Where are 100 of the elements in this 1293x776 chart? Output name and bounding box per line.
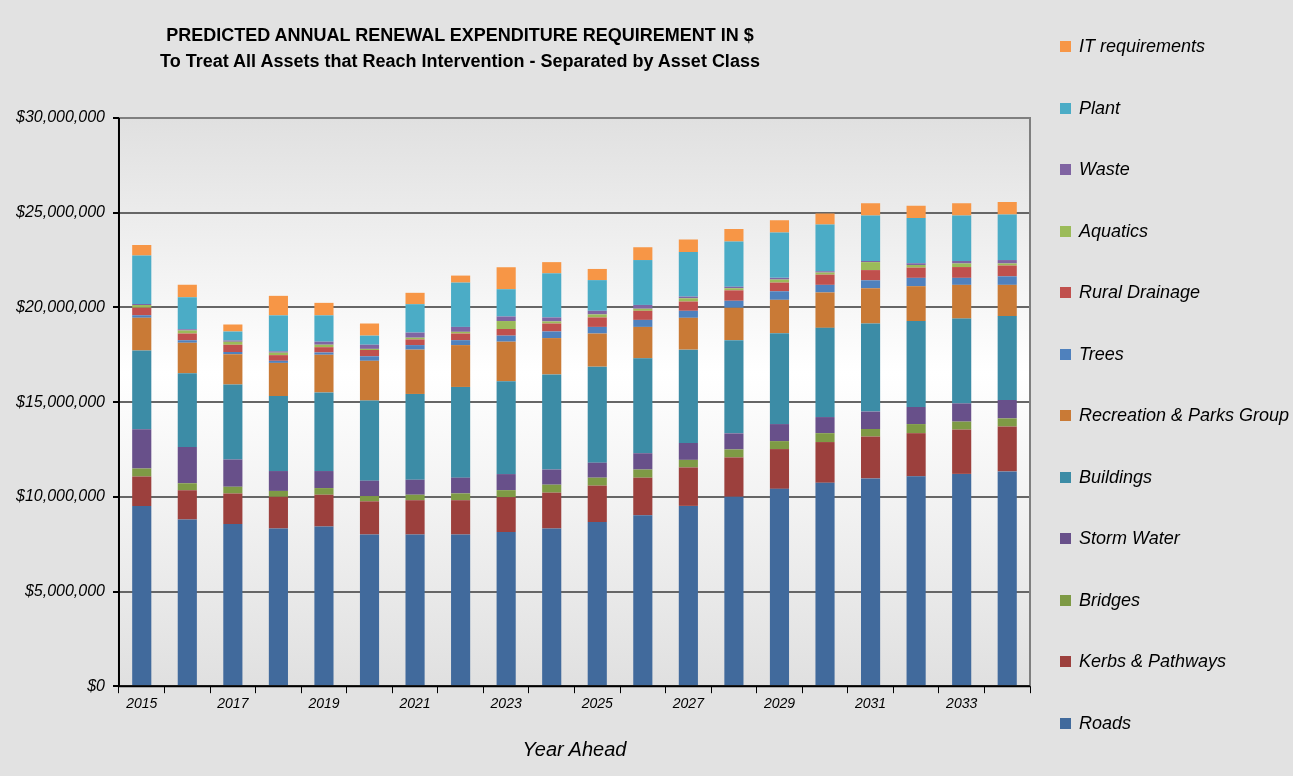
bar [451, 326, 471, 332]
bar [268, 496, 288, 529]
bar [542, 469, 562, 485]
x-tick-label: 2031 [853, 695, 887, 712]
bar [906, 407, 926, 425]
bar [177, 490, 197, 520]
bar [678, 301, 698, 311]
bar [587, 462, 607, 478]
x-tick-label: 2021 [398, 695, 431, 712]
bar [496, 321, 516, 329]
bar [405, 500, 425, 535]
bar [633, 308, 653, 311]
x-tick-label: 2027 [671, 695, 706, 712]
legend-label: Rural Drainage [1079, 282, 1201, 304]
bar [451, 333, 471, 341]
bar [405, 345, 425, 350]
bar [177, 483, 197, 491]
bar [769, 220, 790, 233]
bar [542, 528, 562, 686]
y-tick-label: $15,000,000 [14, 392, 106, 410]
bar [678, 443, 698, 460]
bar [451, 340, 471, 346]
bar [268, 471, 288, 491]
bar [359, 323, 380, 336]
bar [177, 297, 197, 330]
bar [132, 315, 152, 318]
bar [405, 494, 425, 501]
bar [724, 228, 744, 242]
bar [359, 534, 380, 686]
legend-label: Bridges [1079, 589, 1141, 611]
bar [815, 274, 835, 285]
bar [997, 276, 1017, 285]
bar [496, 341, 516, 382]
bar [542, 321, 562, 324]
x-tick-label: 2025 [580, 695, 614, 712]
bar [542, 484, 562, 493]
bar [678, 317, 698, 350]
bar [678, 239, 698, 252]
bar [177, 342, 197, 374]
bar [769, 299, 790, 334]
bar [952, 215, 972, 261]
bar [769, 424, 790, 442]
bar [451, 500, 471, 535]
bar [314, 352, 334, 355]
y-tick-label: $20,000,000 [14, 297, 106, 315]
bar [997, 400, 1017, 419]
bar [542, 338, 562, 375]
bar [359, 501, 380, 535]
bar [633, 319, 653, 327]
bar [815, 292, 835, 328]
bar [906, 476, 926, 686]
bar [815, 417, 835, 434]
bar [769, 441, 790, 450]
bar [314, 302, 334, 316]
y-tick-label: $0 [86, 676, 106, 694]
x-tick-label: 2019 [307, 695, 340, 712]
bar [268, 490, 288, 497]
bar [952, 421, 972, 430]
bar [724, 290, 744, 301]
bar [906, 205, 926, 218]
bar [359, 344, 380, 349]
bar [587, 317, 607, 327]
x-axis-title: Year Ahead [522, 737, 628, 760]
legend-label: Plant [1079, 97, 1121, 119]
bar [587, 333, 607, 367]
bar [815, 327, 835, 418]
y-tick-label: $5,000,000 [23, 581, 106, 599]
bar [997, 214, 1017, 261]
bar [724, 449, 744, 458]
bar [268, 362, 288, 397]
bar [405, 292, 425, 305]
bar [177, 373, 197, 447]
bar [223, 331, 243, 341]
bar [815, 442, 835, 483]
bar [587, 326, 607, 334]
bar [451, 282, 471, 327]
bar [861, 203, 881, 216]
bar [997, 426, 1017, 472]
bar [223, 493, 243, 525]
bar [451, 534, 471, 686]
bar [268, 396, 288, 472]
bar [359, 480, 380, 497]
bar [132, 468, 152, 477]
bar [268, 295, 288, 316]
bar [997, 471, 1017, 686]
bar [861, 215, 881, 261]
bar [314, 347, 334, 353]
chart-title: PREDICTED ANNUAL RENEWAL EXPENDITURE REQUIREMENT IN $ [165, 24, 755, 47]
bar [451, 386, 471, 478]
legend-label: Roads [1079, 712, 1132, 734]
bar [132, 505, 152, 686]
bar [359, 335, 380, 345]
x-tick-label: 2033 [945, 695, 978, 712]
bar [587, 366, 607, 463]
bar [997, 316, 1017, 401]
bar [587, 477, 607, 486]
bar [769, 488, 790, 686]
bar [132, 476, 152, 506]
bar [314, 494, 334, 527]
bar [314, 315, 334, 342]
